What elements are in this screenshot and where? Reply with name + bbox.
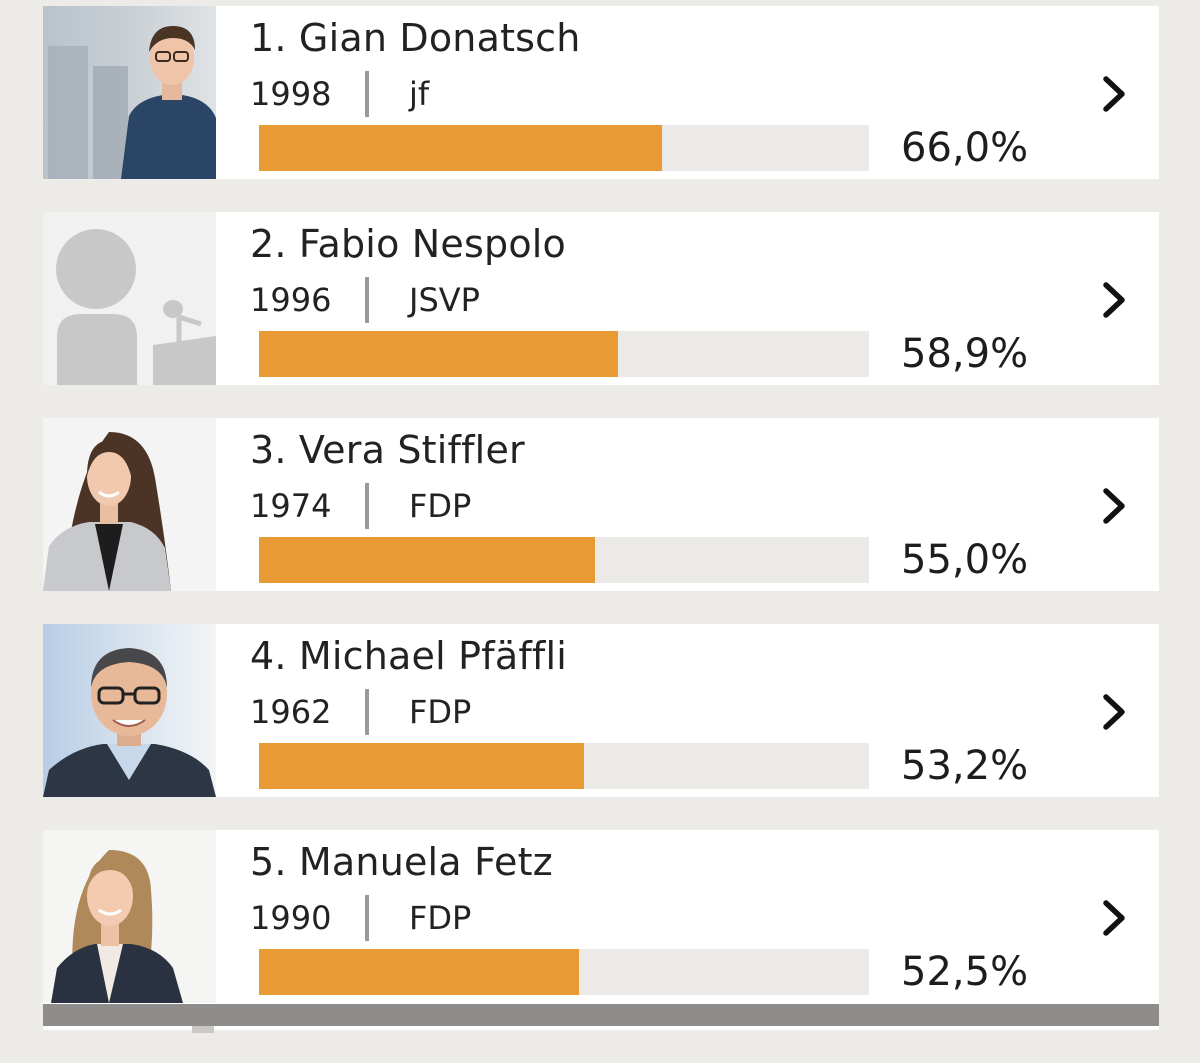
candidate-meta: 1974 FDP: [250, 483, 472, 529]
candidate-party: FDP: [409, 693, 472, 731]
candidate-photo: [43, 624, 216, 797]
candidate-birth-year: 1990: [250, 899, 332, 937]
candidate-name: 5. Manuela Fetz: [250, 840, 553, 884]
candidate-photo: [43, 418, 216, 591]
vote-bar-fill: [259, 125, 662, 171]
candidate-card-3[interactable]: 3. Vera Stiffler 1974 FDP 55,0%: [43, 418, 1159, 591]
vote-bar-fill: [259, 537, 595, 583]
candidate-photo: [43, 830, 216, 1003]
candidate-party: FDP: [409, 899, 472, 937]
meta-divider: [365, 277, 369, 323]
candidate-meta: 1996 JSVP: [250, 277, 480, 323]
candidate-card-2[interactable]: 2. Fabio Nespolo 1996 JSVP 58,9%: [43, 212, 1159, 385]
vote-bar-fill: [259, 949, 580, 995]
candidate-card-4[interactable]: 4. Michael Pfäffli 1962 FDP 53,2%: [43, 624, 1159, 797]
chevron-right-icon[interactable]: [1098, 898, 1130, 938]
meta-divider: [365, 895, 369, 941]
vote-bar-fill: [259, 743, 584, 789]
candidate-birth-year: 1962: [250, 693, 332, 731]
meta-divider: [365, 689, 369, 735]
scroll-overlay-tick: [192, 1026, 214, 1033]
scroll-overlay-bar: [43, 1004, 1159, 1026]
candidate-birth-year: 1996: [250, 281, 332, 319]
vote-percentage: 52,5%: [901, 949, 1029, 995]
candidate-meta: 1962 FDP: [250, 689, 472, 735]
vote-bar-track: [259, 537, 869, 583]
meta-divider: [365, 483, 369, 529]
candidate-card-5[interactable]: 5. Manuela Fetz 1990 FDP 52,5%: [43, 830, 1159, 1030]
candidate-name: 3. Vera Stiffler: [250, 428, 525, 472]
candidate-meta: 1998 jf: [250, 71, 430, 117]
candidate-name: 2. Fabio Nespolo: [250, 222, 566, 266]
chevron-right-icon[interactable]: [1098, 74, 1130, 114]
vote-percentage: 55,0%: [901, 537, 1029, 583]
candidate-list: 1. Gian Donatsch 1998 jf 66,0% 2: [43, 6, 1159, 1063]
candidate-party: FDP: [409, 487, 472, 525]
chevron-right-icon[interactable]: [1098, 692, 1130, 732]
vote-bar-fill: [259, 331, 619, 377]
candidate-party: JSVP: [409, 281, 480, 319]
vote-percentage: 53,2%: [901, 743, 1029, 789]
candidate-meta: 1990 FDP: [250, 895, 472, 941]
chevron-right-icon[interactable]: [1098, 280, 1130, 320]
vote-bar-track: [259, 949, 869, 995]
candidate-birth-year: 1998: [250, 75, 332, 113]
candidate-photo: [43, 212, 216, 385]
vote-bar-track: [259, 743, 869, 789]
candidate-birth-year: 1974: [250, 487, 332, 525]
vote-percentage: 66,0%: [901, 125, 1029, 171]
candidate-party: jf: [409, 75, 430, 113]
meta-divider: [365, 71, 369, 117]
candidate-name: 4. Michael Pfäffli: [250, 634, 568, 678]
vote-bar-track: [259, 125, 869, 171]
vote-bar-track: [259, 331, 869, 377]
vote-percentage: 58,9%: [901, 331, 1029, 377]
candidate-name: 1. Gian Donatsch: [250, 16, 581, 60]
chevron-right-icon[interactable]: [1098, 486, 1130, 526]
candidate-card-1[interactable]: 1. Gian Donatsch 1998 jf 66,0%: [43, 6, 1159, 179]
candidate-photo: [43, 6, 216, 179]
